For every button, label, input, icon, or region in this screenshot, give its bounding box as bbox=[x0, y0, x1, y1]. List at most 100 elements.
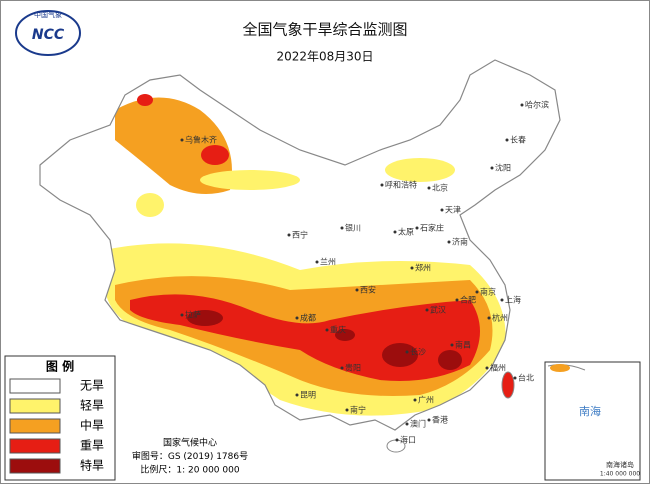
city-label: 台北 bbox=[518, 373, 534, 383]
legend-swatch bbox=[9, 418, 61, 434]
city-dot bbox=[487, 316, 491, 320]
city-label: 石家庄 bbox=[420, 223, 444, 233]
legend-swatch bbox=[9, 438, 61, 454]
city-label: 哈尔滨 bbox=[525, 100, 549, 110]
legend-label: 轻旱 bbox=[80, 399, 104, 413]
logo-ring-text: 中国气象 bbox=[34, 10, 62, 19]
inset-scale: 1:40 000 000 bbox=[600, 471, 640, 478]
city-dot bbox=[295, 393, 299, 397]
footer-line: 国家气候中心 bbox=[163, 437, 217, 449]
city-dot bbox=[475, 290, 479, 294]
city-dot bbox=[405, 350, 409, 354]
city-label: 呼和浩特 bbox=[385, 180, 417, 190]
drought-areas bbox=[105, 67, 506, 416]
city-label: 长沙 bbox=[410, 347, 426, 357]
city-label: 天津 bbox=[445, 205, 461, 215]
city-label: 南宁 bbox=[350, 405, 366, 415]
city-dot bbox=[455, 298, 459, 302]
taiwan bbox=[501, 371, 515, 399]
inset-caption: 南海诸岛 bbox=[606, 460, 634, 469]
footer-line: 审图号：GS (2019) 1786号 bbox=[132, 450, 248, 462]
city-dot bbox=[427, 186, 431, 190]
city-label: 西宁 bbox=[292, 230, 308, 240]
city-label: 长春 bbox=[510, 135, 526, 145]
city-dot bbox=[410, 266, 414, 270]
city-label: 西安 bbox=[360, 285, 376, 295]
city-label: 银川 bbox=[345, 223, 361, 233]
city-label: 上海 bbox=[505, 295, 521, 305]
city-label: 拉萨 bbox=[185, 310, 201, 320]
city-dot bbox=[180, 138, 184, 142]
city-label: 沈阳 bbox=[495, 163, 511, 173]
logo-ring bbox=[15, 10, 81, 56]
city-label: 合肥 bbox=[460, 295, 476, 305]
city-label: 武汉 bbox=[430, 305, 446, 315]
logo: 中国气象 NCC bbox=[15, 10, 81, 56]
city-label: 杭州 bbox=[492, 313, 508, 323]
city-dot bbox=[500, 298, 504, 302]
legend-title: 图 例 bbox=[46, 359, 74, 374]
city-label: 南京 bbox=[480, 287, 496, 297]
city-label: 香港 bbox=[432, 415, 448, 425]
city-label: 济南 bbox=[452, 237, 468, 247]
legend-swatch bbox=[9, 458, 61, 474]
city-label: 重庆 bbox=[330, 325, 346, 335]
extreme-drought bbox=[438, 350, 462, 370]
city-label: 昆明 bbox=[300, 391, 316, 400]
legend-label: 重旱 bbox=[80, 439, 104, 453]
legend-label: 特旱 bbox=[80, 458, 104, 473]
extreme-drought bbox=[382, 343, 418, 367]
extreme-drought bbox=[187, 310, 223, 326]
light-drought bbox=[136, 193, 164, 217]
city-dot bbox=[340, 366, 344, 370]
city-dot bbox=[440, 208, 444, 212]
city-label: 成都 bbox=[300, 313, 316, 323]
city-dot bbox=[427, 418, 431, 422]
city-dot bbox=[450, 343, 454, 347]
city-label: 北京 bbox=[432, 183, 448, 193]
inset-drought bbox=[550, 364, 570, 372]
city-dot bbox=[520, 103, 524, 107]
city-label: 澳门 bbox=[410, 419, 426, 429]
city-label: 兰州 bbox=[320, 257, 336, 267]
city-dot bbox=[415, 226, 419, 230]
city-dot bbox=[490, 166, 494, 170]
city-label: 太原 bbox=[398, 227, 414, 237]
legend-label: 无旱 bbox=[80, 379, 104, 393]
extreme-drought bbox=[335, 329, 355, 341]
severe-drought bbox=[137, 94, 153, 106]
city-dot bbox=[380, 183, 384, 187]
footer-line: 比例尺：1: 20 000 000 bbox=[140, 464, 239, 476]
legend-label: 中旱 bbox=[80, 418, 104, 433]
severe-drought bbox=[201, 145, 229, 165]
legend-swatch bbox=[9, 378, 61, 394]
city-dot bbox=[505, 138, 509, 142]
city-dot bbox=[447, 240, 451, 244]
city-dot bbox=[340, 226, 344, 230]
inset-box bbox=[544, 361, 641, 481]
moderate-drought bbox=[115, 97, 232, 194]
city-dot bbox=[413, 398, 417, 402]
city-label: 贵阳 bbox=[345, 363, 361, 373]
city-label: 广州 bbox=[418, 395, 434, 405]
city-dot bbox=[325, 328, 329, 332]
city-dot bbox=[393, 230, 397, 234]
city-dot bbox=[395, 438, 399, 442]
city-dot bbox=[513, 376, 517, 380]
city-dot bbox=[287, 233, 291, 237]
city-label: 乌鲁木齐 bbox=[185, 135, 217, 145]
city-dot bbox=[425, 308, 429, 312]
city-dot bbox=[355, 288, 359, 292]
city-dot bbox=[180, 313, 184, 317]
city-label: 郑州 bbox=[415, 263, 431, 273]
city-label: 福州 bbox=[490, 364, 506, 373]
title: 全国气象干旱综合监测图 bbox=[242, 21, 407, 39]
logo-text: NCC bbox=[32, 27, 65, 43]
inset: 南海 南海诸岛 1:40 000 000 bbox=[544, 361, 641, 481]
date: 2022年08月30日 bbox=[276, 50, 373, 64]
light-drought bbox=[200, 170, 300, 190]
